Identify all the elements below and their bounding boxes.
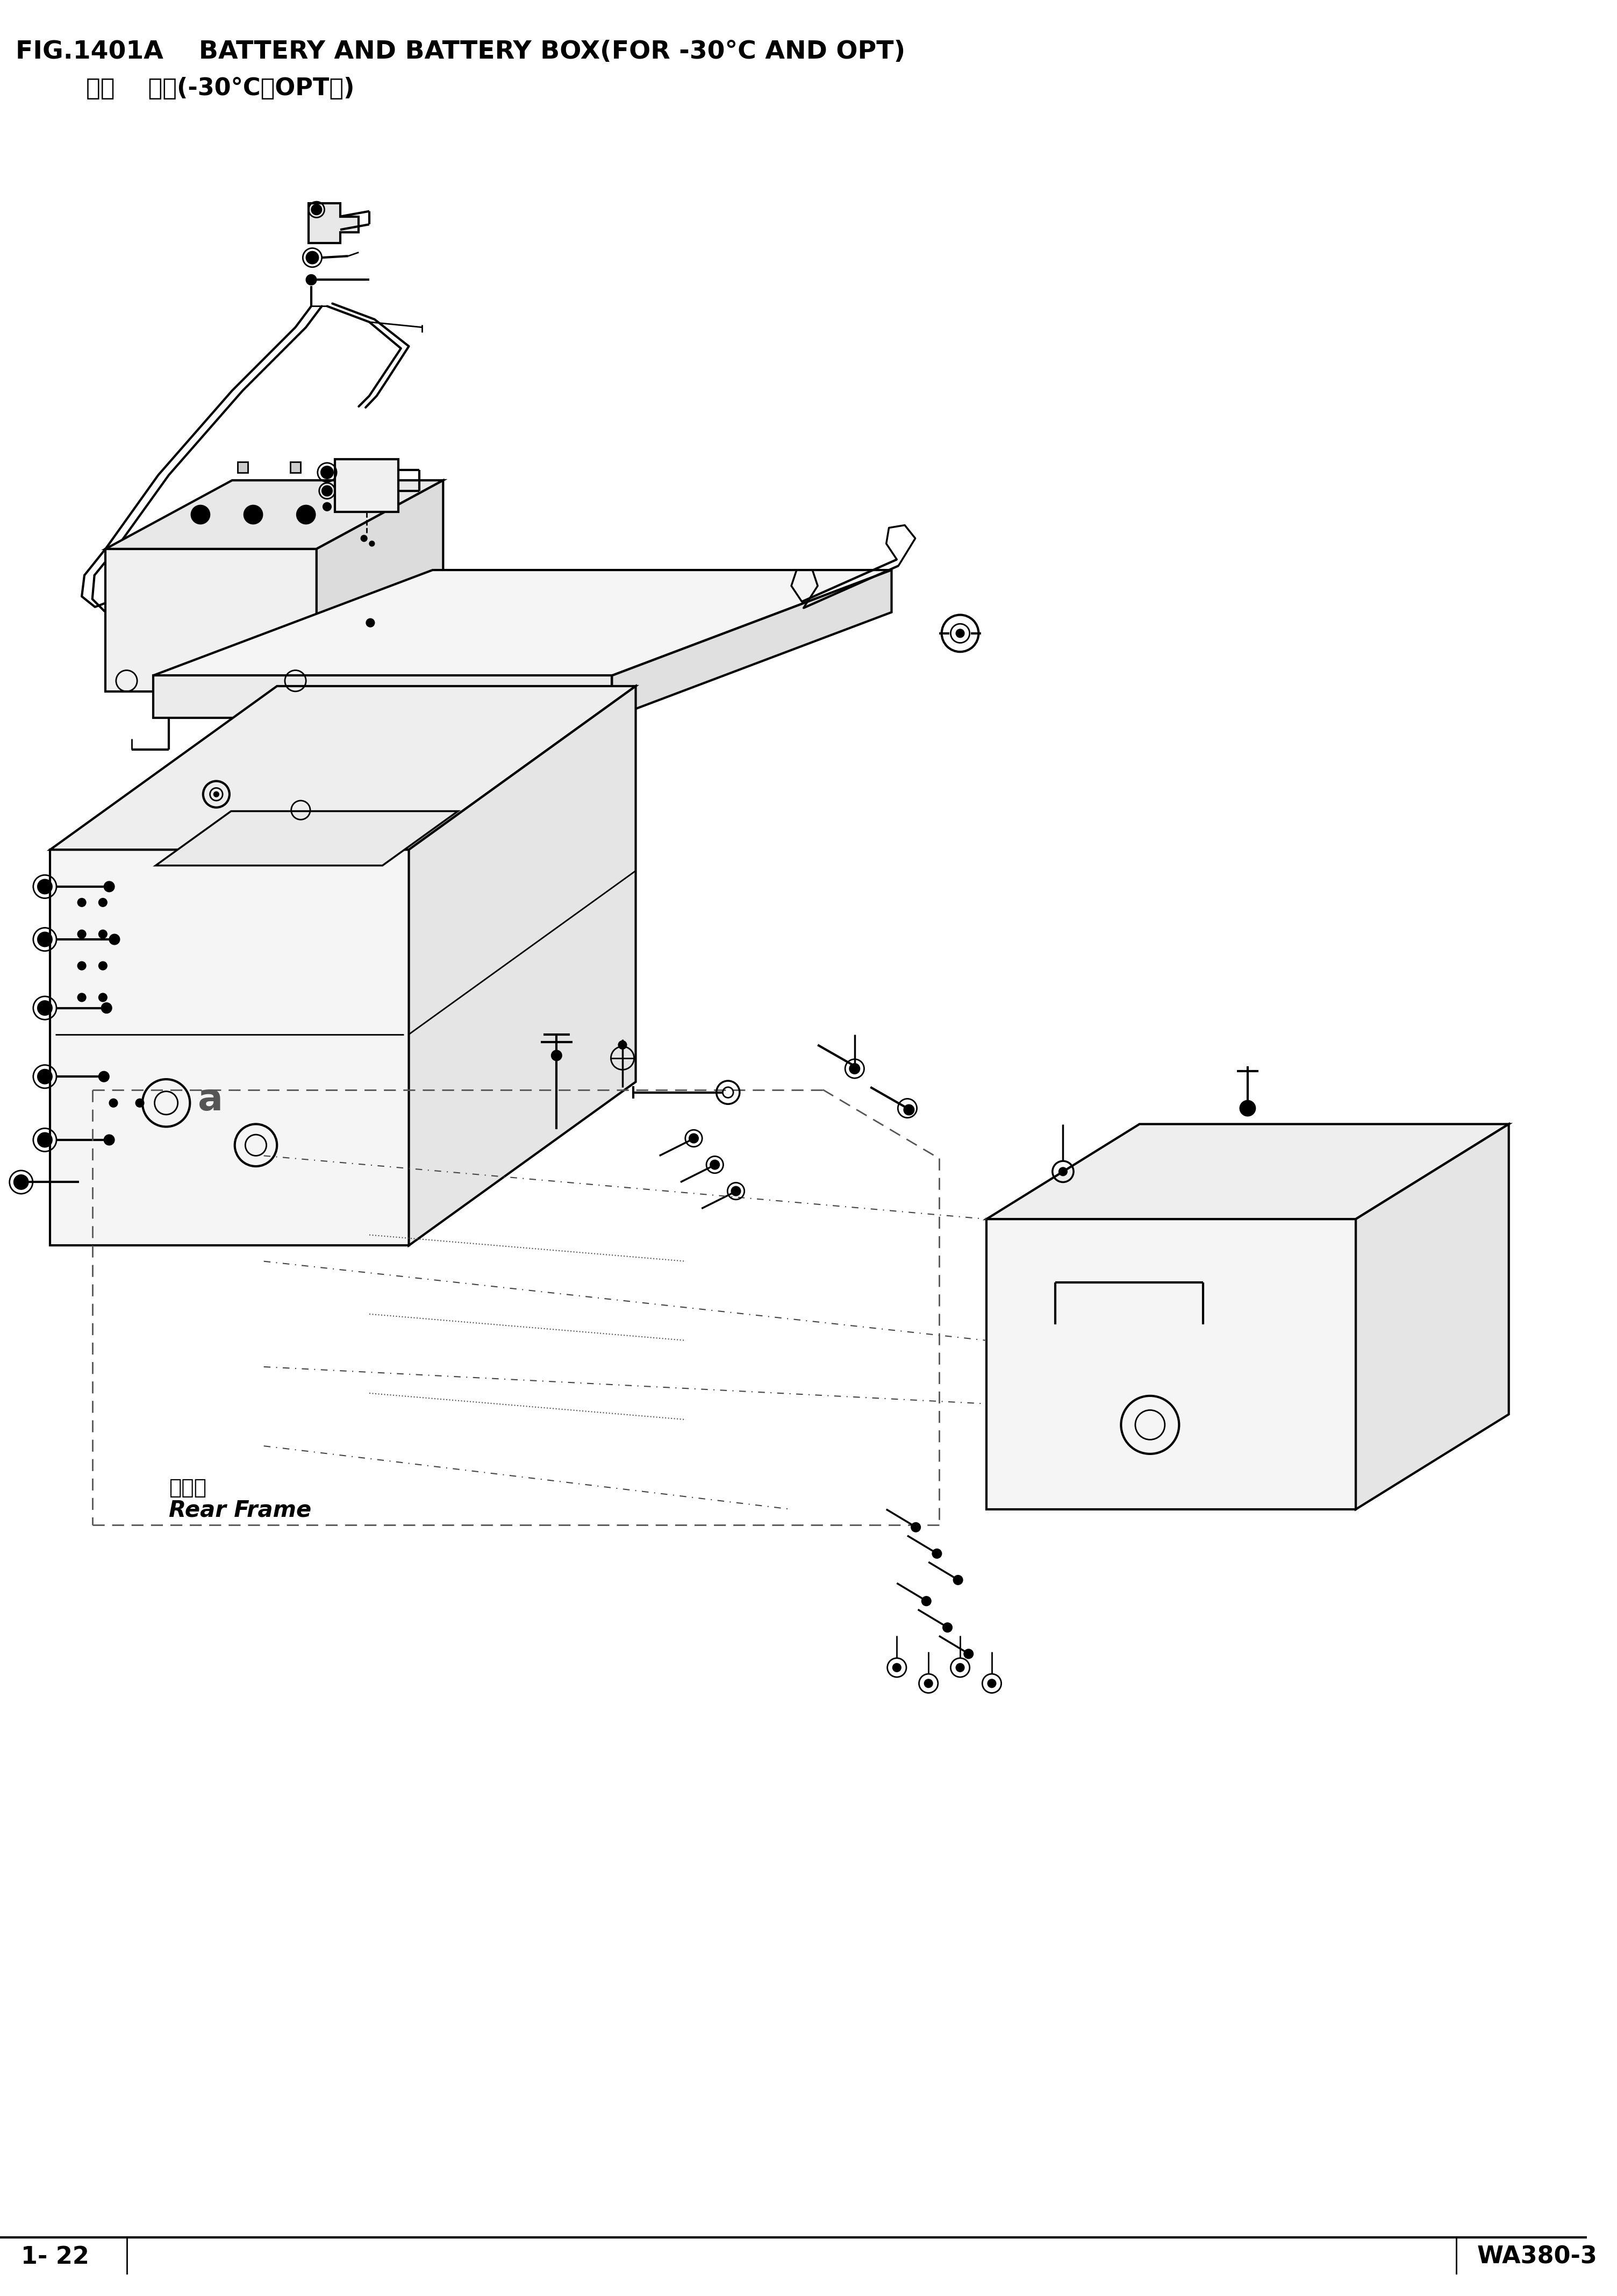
Circle shape bbox=[322, 484, 333, 496]
Circle shape bbox=[110, 934, 120, 944]
Circle shape bbox=[99, 962, 107, 969]
Polygon shape bbox=[155, 810, 458, 866]
Polygon shape bbox=[105, 549, 317, 691]
Text: 后车架: 后车架 bbox=[168, 1479, 207, 1497]
Bar bbox=[116, 654, 201, 670]
Circle shape bbox=[361, 535, 367, 542]
Polygon shape bbox=[986, 1219, 1355, 1508]
Circle shape bbox=[13, 1176, 29, 1189]
Circle shape bbox=[710, 1159, 720, 1169]
Circle shape bbox=[893, 1662, 901, 1671]
Circle shape bbox=[37, 1001, 52, 1015]
Text: Rear Frame: Rear Frame bbox=[168, 1499, 312, 1522]
Circle shape bbox=[306, 276, 317, 285]
Circle shape bbox=[551, 1049, 561, 1061]
Circle shape bbox=[849, 1063, 860, 1075]
Polygon shape bbox=[309, 204, 359, 243]
Text: 瓶及    瓶笱(-30°C和OPT用): 瓶及 瓶笱(-30°C和OPT用) bbox=[53, 76, 354, 99]
Circle shape bbox=[103, 1134, 115, 1146]
Bar bbox=[61, 1182, 129, 1192]
Polygon shape bbox=[335, 459, 398, 512]
Circle shape bbox=[1059, 1166, 1067, 1176]
Circle shape bbox=[99, 898, 107, 907]
Circle shape bbox=[99, 994, 107, 1001]
Circle shape bbox=[136, 1100, 144, 1107]
Circle shape bbox=[618, 1040, 627, 1049]
Circle shape bbox=[37, 1070, 52, 1084]
Circle shape bbox=[78, 962, 86, 969]
Circle shape bbox=[910, 1522, 920, 1531]
Bar bbox=[222, 654, 306, 670]
Text: FIG.1401A    BATTERY AND BATTERY BOX(FOR -30°C AND OPT): FIG.1401A BATTERY AND BATTERY BOX(FOR -3… bbox=[16, 39, 906, 64]
Circle shape bbox=[191, 505, 210, 523]
Circle shape bbox=[102, 1003, 112, 1013]
Circle shape bbox=[931, 1550, 941, 1559]
Bar bbox=[61, 1205, 129, 1215]
Circle shape bbox=[78, 898, 86, 907]
Circle shape bbox=[213, 792, 218, 797]
Polygon shape bbox=[154, 569, 891, 675]
Circle shape bbox=[99, 1072, 110, 1081]
Circle shape bbox=[323, 503, 331, 512]
Bar bbox=[61, 1194, 129, 1203]
Circle shape bbox=[99, 930, 107, 939]
Polygon shape bbox=[409, 687, 635, 1244]
Circle shape bbox=[956, 629, 964, 638]
Polygon shape bbox=[105, 480, 443, 549]
Circle shape bbox=[731, 1187, 741, 1196]
Circle shape bbox=[369, 542, 375, 546]
Circle shape bbox=[37, 1132, 52, 1148]
Circle shape bbox=[689, 1134, 699, 1143]
Bar bbox=[289, 461, 301, 473]
Bar bbox=[61, 1217, 129, 1226]
Circle shape bbox=[904, 1104, 914, 1116]
Circle shape bbox=[1240, 1100, 1255, 1116]
Polygon shape bbox=[317, 480, 443, 691]
Polygon shape bbox=[1355, 1125, 1509, 1508]
Circle shape bbox=[37, 879, 52, 893]
Circle shape bbox=[365, 618, 375, 627]
Polygon shape bbox=[50, 850, 409, 1244]
Circle shape bbox=[943, 1623, 952, 1632]
Circle shape bbox=[306, 250, 319, 264]
Polygon shape bbox=[50, 687, 635, 850]
Text: WA380-3: WA380-3 bbox=[1476, 2245, 1598, 2268]
Circle shape bbox=[988, 1678, 996, 1688]
Polygon shape bbox=[154, 675, 611, 719]
Circle shape bbox=[37, 932, 52, 946]
Circle shape bbox=[310, 204, 322, 216]
Circle shape bbox=[964, 1649, 973, 1658]
Circle shape bbox=[103, 882, 115, 891]
Text: 1- 22: 1- 22 bbox=[21, 2245, 89, 2268]
Text: a: a bbox=[197, 1081, 223, 1118]
Circle shape bbox=[956, 1662, 964, 1671]
Polygon shape bbox=[986, 1125, 1509, 1219]
Circle shape bbox=[320, 466, 333, 480]
Circle shape bbox=[78, 994, 86, 1001]
Circle shape bbox=[296, 505, 315, 523]
Circle shape bbox=[244, 505, 262, 523]
Polygon shape bbox=[611, 569, 891, 719]
Circle shape bbox=[78, 930, 86, 939]
Circle shape bbox=[925, 1678, 933, 1688]
Circle shape bbox=[954, 1575, 962, 1584]
Circle shape bbox=[110, 1100, 118, 1107]
Bar bbox=[238, 461, 247, 473]
Circle shape bbox=[922, 1596, 931, 1605]
